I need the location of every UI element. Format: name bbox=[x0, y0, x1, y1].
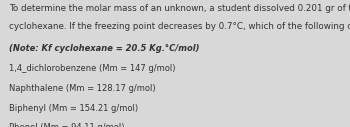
Text: Naphthalene (Mm = 128.17 g/mol): Naphthalene (Mm = 128.17 g/mol) bbox=[9, 84, 155, 93]
Text: 1,4_dichlorobenzene (Mm = 147 g/mol): 1,4_dichlorobenzene (Mm = 147 g/mol) bbox=[9, 64, 175, 73]
Text: Phenol (Mm = 94.11 g/mol): Phenol (Mm = 94.11 g/mol) bbox=[9, 123, 124, 127]
Text: cyclohexane. If the freezing point decreases by 0.7°C, which of the following co: cyclohexane. If the freezing point decre… bbox=[9, 22, 350, 31]
Text: (Note: Kf cyclohexane = 20.5 Kg.°C/mol): (Note: Kf cyclohexane = 20.5 Kg.°C/mol) bbox=[9, 44, 199, 53]
Text: Biphenyl (Mm = 154.21 g/mol): Biphenyl (Mm = 154.21 g/mol) bbox=[9, 104, 138, 113]
Text: To determine the molar mass of an unknown, a student dissolved 0.201 gr of the u: To determine the molar mass of an unknow… bbox=[9, 4, 350, 13]
